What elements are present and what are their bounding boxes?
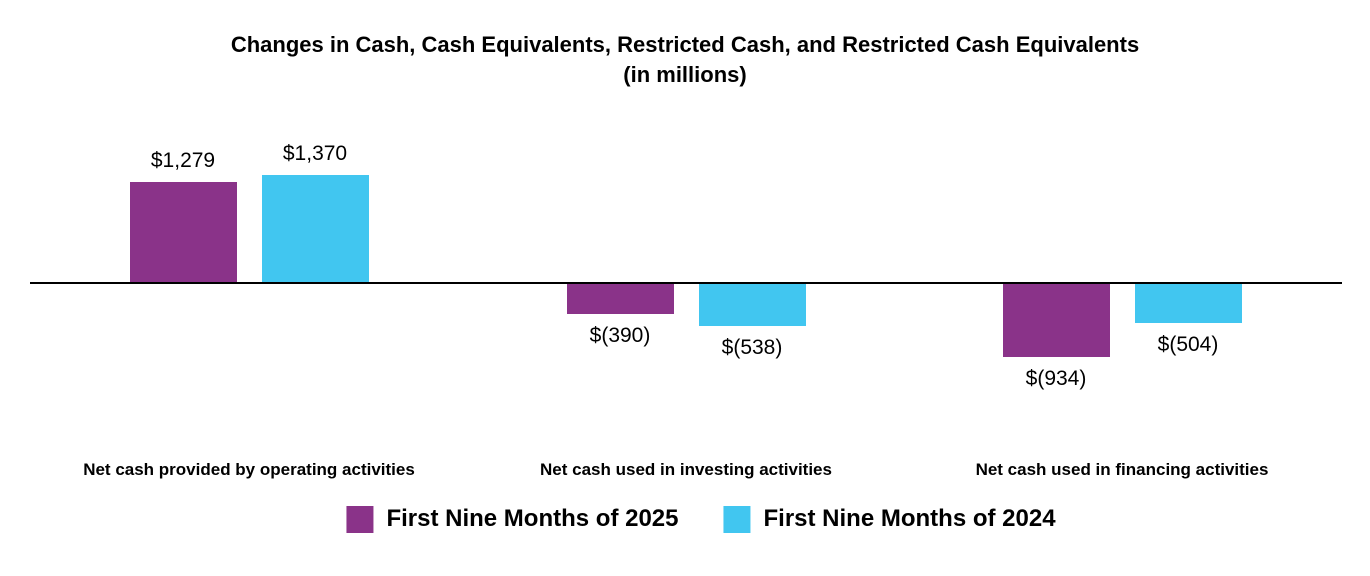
- x-axis-baseline: [30, 282, 1342, 284]
- legend-item-2024: First Nine Months of 2024: [723, 505, 1056, 533]
- value-label-2024-operating: $1,370: [282, 142, 348, 165]
- bar-2024-investing: [698, 284, 806, 326]
- category-label-operating: Net cash provided by operating activitie…: [83, 460, 415, 479]
- value-label-2025-investing: $(390): [589, 324, 651, 347]
- value-label-2024-financing: $(504): [1157, 333, 1219, 356]
- chart-subtitle: (in millions): [623, 62, 747, 87]
- legend-swatch-2024: [723, 505, 751, 533]
- bar-2024-financing: [1134, 284, 1242, 323]
- bar-2025-operating: [129, 182, 237, 282]
- category-label-financing: Net cash used in financing activities: [975, 460, 1269, 479]
- legend-item-2025: First Nine Months of 2025: [346, 505, 679, 533]
- legend-swatch-2025: [346, 505, 374, 533]
- chart-title: Changes in Cash, Cash Equivalents, Restr…: [230, 32, 1140, 57]
- legend: First Nine Months of 2025 First Nine Mont…: [346, 505, 1056, 533]
- bar-2025-investing: [566, 284, 674, 314]
- legend-label-2024: First Nine Months of 2024: [763, 505, 1056, 532]
- bar-2025-financing: [1002, 284, 1110, 357]
- bar-2024-operating: [261, 175, 369, 282]
- legend-label-2025: First Nine Months of 2025: [386, 505, 679, 532]
- value-label-2025-operating: $1,279: [150, 149, 216, 172]
- value-label-2025-financing: $(934): [1025, 367, 1087, 390]
- chart-title-block: Changes in Cash, Cash Equivalents, Restr…: [0, 30, 1370, 90]
- value-label-2024-investing: $(538): [721, 336, 783, 359]
- category-label-investing: Net cash used in investing activities: [540, 460, 832, 479]
